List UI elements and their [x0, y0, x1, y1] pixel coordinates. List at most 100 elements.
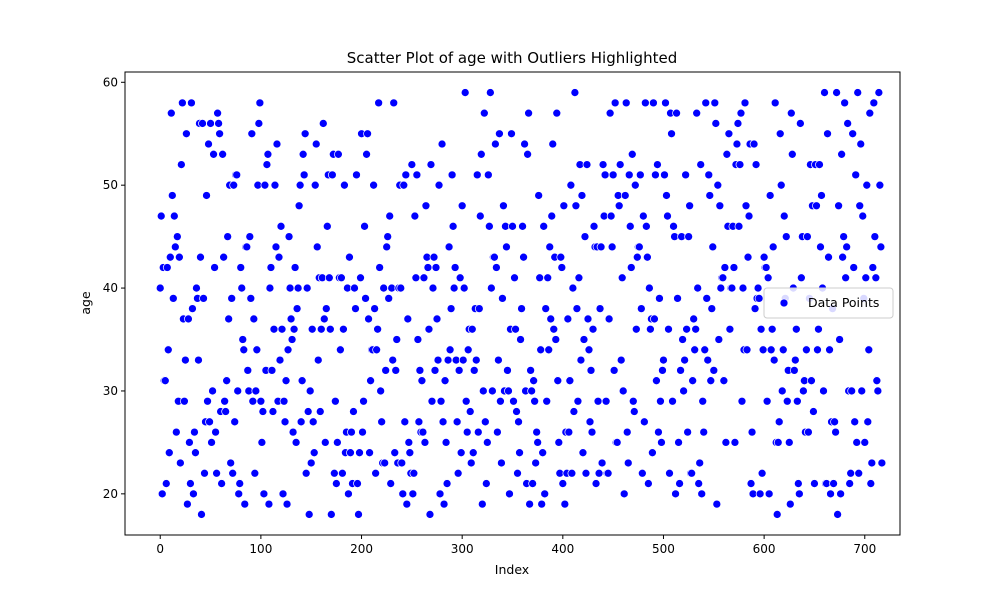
- data-point: [483, 170, 493, 180]
- data-point: [299, 170, 309, 180]
- data-point: [598, 160, 608, 169]
- data-point: [649, 98, 658, 108]
- data-point: [772, 510, 782, 519]
- data-point: [313, 355, 323, 365]
- data-point: [382, 242, 392, 252]
- data-point: [758, 345, 768, 355]
- data-point: [473, 427, 483, 437]
- data-point: [421, 201, 431, 211]
- data-point: [593, 396, 603, 406]
- data-point: [585, 417, 595, 427]
- data-point: [586, 366, 596, 375]
- data-point: [287, 335, 297, 344]
- data-point: [469, 366, 479, 375]
- data-point: [481, 479, 491, 488]
- data-point: [703, 355, 713, 365]
- data-point: [353, 479, 362, 488]
- data-point: [282, 499, 292, 509]
- data-point: [547, 211, 557, 221]
- data-point: [820, 88, 829, 97]
- data-point: [344, 489, 353, 499]
- data-point: [423, 263, 433, 272]
- data-point: [221, 407, 230, 416]
- data-point: [804, 427, 813, 437]
- data-point: [441, 438, 451, 447]
- y-tick-label: 50: [103, 178, 118, 192]
- data-point: [446, 304, 456, 313]
- data-point: [403, 314, 413, 324]
- data-point: [778, 345, 788, 355]
- data-point: [673, 294, 682, 303]
- data-point: [410, 211, 420, 221]
- data-point: [262, 160, 272, 169]
- data-point: [447, 170, 457, 180]
- data-point: [340, 180, 349, 190]
- data-point: [383, 232, 393, 241]
- data-point: [706, 376, 716, 386]
- data-point: [166, 108, 176, 118]
- data-point: [796, 119, 805, 128]
- data-point: [199, 294, 208, 303]
- data-point: [537, 499, 547, 509]
- data-point: [186, 479, 195, 488]
- data-point: [679, 386, 688, 396]
- data-point: [224, 314, 234, 324]
- data-point: [425, 510, 435, 519]
- data-point: [466, 458, 476, 468]
- data-point: [738, 283, 748, 293]
- data-point: [519, 252, 528, 262]
- data-point: [557, 263, 567, 272]
- data-point: [381, 366, 391, 375]
- data-point: [725, 324, 735, 334]
- data-point: [477, 499, 487, 509]
- data-point: [377, 417, 387, 427]
- data-point: [776, 180, 786, 190]
- data-point: [834, 201, 843, 211]
- data-point: [551, 335, 561, 344]
- data-point: [659, 355, 668, 365]
- data-point: [408, 489, 418, 499]
- data-point: [350, 283, 359, 293]
- data-point: [415, 366, 425, 375]
- data-point: [823, 129, 832, 139]
- data-point: [716, 283, 726, 293]
- data-point: [373, 324, 382, 334]
- data-point: [260, 180, 270, 190]
- data-point: [582, 160, 592, 169]
- data-point: [435, 489, 445, 499]
- data-point: [184, 314, 193, 324]
- data-point: [794, 489, 804, 499]
- x-tick-label: 700: [853, 542, 876, 556]
- data-point: [765, 191, 775, 200]
- data-point: [191, 448, 200, 458]
- data-point: [321, 304, 331, 313]
- data-point: [876, 242, 886, 252]
- data-point: [774, 417, 784, 427]
- data-point: [227, 294, 237, 303]
- data-point: [538, 448, 548, 458]
- data-point: [189, 489, 198, 499]
- data-point: [715, 201, 725, 211]
- data-point: [641, 98, 650, 108]
- data-point: [392, 335, 402, 344]
- data-point: [359, 396, 368, 406]
- data-point: [345, 252, 354, 262]
- data-point: [710, 98, 720, 108]
- data-point: [304, 510, 314, 519]
- data-point: [694, 479, 704, 488]
- data-point: [385, 211, 395, 221]
- data-point: [532, 427, 542, 437]
- data-point: [495, 129, 504, 139]
- data-point: [301, 468, 311, 478]
- data-point: [627, 149, 637, 159]
- data-point: [560, 499, 570, 509]
- data-point: [419, 273, 429, 283]
- data-point: [589, 221, 599, 231]
- data-point: [472, 170, 482, 180]
- data-point: [203, 396, 212, 406]
- data-point: [658, 366, 667, 375]
- data-point: [661, 98, 670, 108]
- data-point: [518, 221, 527, 231]
- data-point: [240, 499, 250, 509]
- data-point: [338, 468, 347, 478]
